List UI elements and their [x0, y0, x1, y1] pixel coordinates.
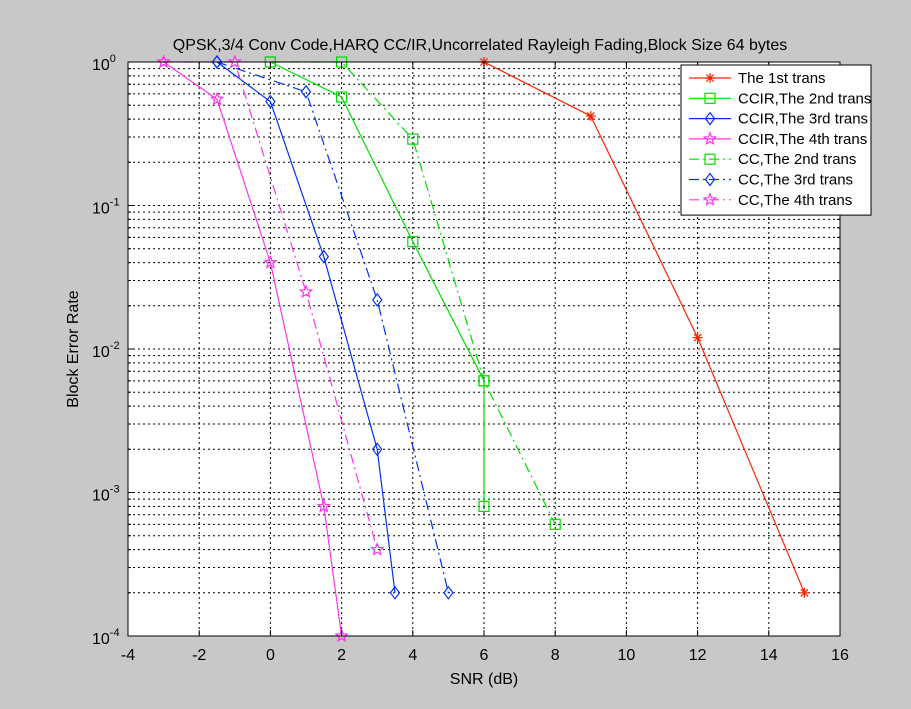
x-tick-label: 0 — [266, 647, 275, 664]
legend-item: CCIR,The 2nd trans — [689, 90, 871, 107]
data-point — [692, 332, 703, 343]
y-tick-label: 10-1 — [92, 197, 120, 218]
x-tick-label: 10 — [618, 647, 636, 664]
legend-label: The 1st trans — [738, 70, 826, 87]
series-line — [216, 61, 449, 593]
legend-item: The 1st trans — [689, 70, 826, 87]
x-tick-label: 6 — [480, 647, 489, 664]
data-point — [407, 236, 419, 248]
data-point — [156, 54, 171, 69]
x-tick-label: 8 — [551, 647, 560, 664]
data-point — [704, 153, 716, 165]
x-tick-label: -4 — [121, 647, 135, 664]
legend-label: CCIR,The 2nd trans — [738, 90, 871, 107]
data-point — [799, 587, 810, 598]
data-point — [371, 442, 383, 457]
legend-item: CCIR,The 4th trans — [689, 131, 867, 148]
data-point — [478, 375, 490, 387]
data-point — [704, 92, 716, 104]
legend-item: CC,The 3rd trans — [689, 172, 853, 189]
data-point — [702, 131, 718, 146]
series-line — [163, 61, 343, 637]
legend-label: CC,The 4th trans — [738, 192, 852, 209]
data-point — [443, 585, 454, 600]
series-line — [483, 61, 805, 594]
legend-item: CCIR,The 3rd trans — [689, 111, 868, 128]
y-tick-labels: 100 10-1 10-2 10-3 10-4 — [92, 53, 120, 648]
x-tick-label: 12 — [689, 647, 707, 664]
chart-title: QPSK,3/4 Conv Code,HARQ CC/IR,Uncorrelat… — [173, 37, 788, 54]
data-point — [316, 498, 332, 513]
series-line — [216, 61, 396, 593]
data-point — [369, 541, 385, 556]
y-tick-label: 10-3 — [92, 484, 120, 505]
legend-label: CC,The 3rd trans — [738, 172, 853, 189]
series-6 — [211, 55, 454, 600]
data-point — [334, 628, 349, 643]
series-line — [270, 61, 485, 507]
legend-label: CC,The 2nd trans — [738, 151, 856, 168]
data-point — [336, 91, 348, 103]
data-point — [389, 585, 401, 600]
data-point — [265, 94, 276, 109]
data-point — [209, 91, 225, 106]
y-tick-label: 10-2 — [92, 340, 120, 361]
data-point — [318, 249, 330, 264]
legend-item: CC,The 2nd trans — [689, 151, 856, 168]
data-point — [300, 84, 312, 99]
legend-item: CC,The 4th trans — [689, 192, 852, 209]
legend-label: CCIR,The 3rd trans — [738, 111, 868, 128]
x-tick-label: 14 — [760, 647, 778, 664]
data-point — [704, 111, 716, 126]
y-axis-title: Block Error Rate — [65, 290, 82, 407]
data-point — [549, 518, 561, 530]
x-tick-label: 2 — [337, 647, 346, 664]
legend: The 1st trans CCIR,The 2nd trans CCIR,The … — [680, 64, 872, 216]
x-tick-labels: -4 -2 0 2 4 6 8 10 12 14 16 — [121, 647, 849, 664]
data-point — [298, 284, 314, 299]
x-axis-title: SNR (dB) — [450, 671, 518, 688]
data-point — [585, 111, 596, 122]
data-point — [407, 133, 419, 145]
x-tick-label: 4 — [408, 647, 417, 664]
data-point — [478, 500, 490, 513]
data-point — [211, 55, 223, 69]
data-point — [263, 254, 278, 269]
x-tick-label: -2 — [192, 647, 206, 664]
y-tick-label: 10-4 — [92, 627, 120, 648]
data-point — [704, 172, 716, 187]
data-point — [227, 54, 243, 69]
data-point — [371, 292, 383, 307]
data-point — [705, 73, 715, 83]
legend-label: CCIR,The 4th trans — [738, 131, 867, 148]
y-tick-label: 100 — [92, 53, 116, 74]
data-point — [702, 192, 718, 206]
x-tick-label: 16 — [831, 647, 849, 664]
